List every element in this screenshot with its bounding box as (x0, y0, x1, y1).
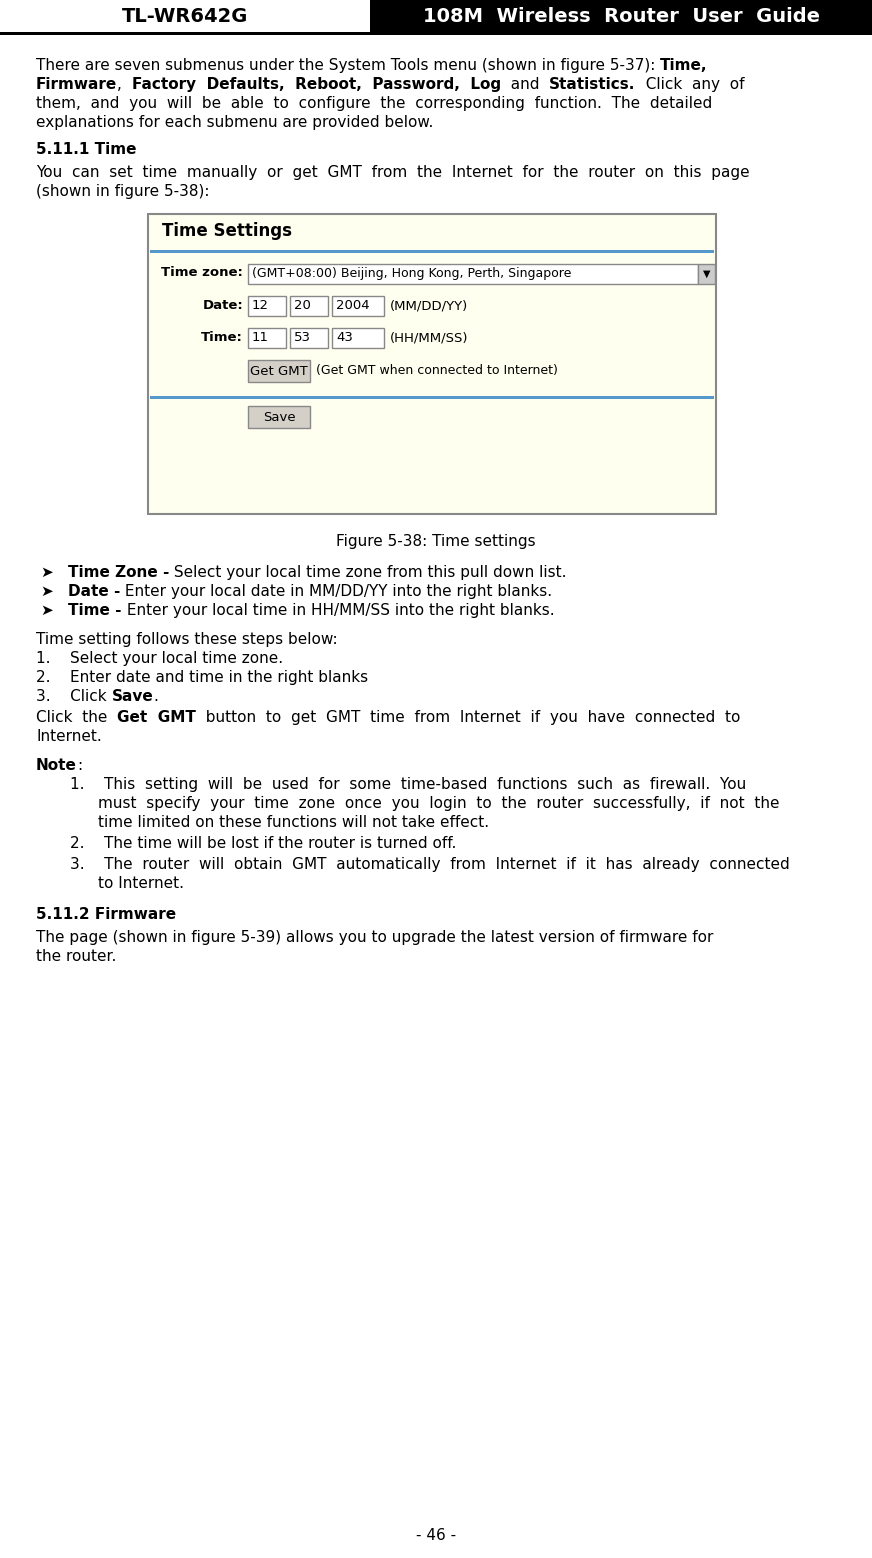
Text: There are seven submenus under the System Tools menu (shown in figure 5-37):: There are seven submenus under the Syste… (36, 58, 660, 73)
Text: (Get GMT when connected to Internet): (Get GMT when connected to Internet) (316, 365, 558, 377)
Text: The page (shown in figure 5-39) allows you to upgrade the latest version of firm: The page (shown in figure 5-39) allows y… (36, 930, 713, 946)
Bar (290, 296, 328, 316)
Text: (HH/MM/SS): (HH/MM/SS) (390, 330, 468, 344)
Text: 5.11.1 Time: 5.11.1 Time (36, 142, 137, 157)
Text: You  can  set  time  manually  or  get  GMT  from  the  Internet  for  the  rout: You can set time manually or get GMT fro… (36, 165, 750, 181)
Text: ➤: ➤ (40, 566, 52, 580)
Text: to Internet.: to Internet. (98, 876, 184, 891)
Text: 53: 53 (294, 330, 311, 344)
Bar (248, 329, 286, 347)
Text: Click  the: Click the (36, 710, 117, 724)
Bar (332, 296, 384, 316)
Bar (148, 213, 716, 514)
Text: (GMT+08:00) Beijing, Hong Kong, Perth, Singapore: (GMT+08:00) Beijing, Hong Kong, Perth, S… (252, 266, 571, 280)
Text: 3.    The  router  will  obtain  GMT  automatically  from  Internet  if  it  has: 3. The router will obtain GMT automatica… (70, 857, 790, 872)
Text: Factory  Defaults,  Reboot,  Password,  Log: Factory Defaults, Reboot, Password, Log (132, 76, 501, 92)
Text: must  specify  your  time  zone  once  you  login  to  the  router  successfully: must specify your time zone once you log… (98, 796, 780, 812)
Text: 108M  Wireless  Router  User  Guide: 108M Wireless Router User Guide (423, 6, 820, 25)
Text: 5.11.2 Firmware: 5.11.2 Firmware (36, 907, 176, 922)
Bar (0, 0, 872, 33)
Text: 2004: 2004 (336, 299, 370, 312)
Bar (248, 360, 310, 382)
Text: Select your local time zone from this pull down list.: Select your local time zone from this pu… (169, 566, 567, 580)
Text: 20: 20 (294, 299, 311, 312)
Text: Internet.: Internet. (36, 729, 102, 745)
Bar (150, 249, 714, 252)
Text: 12: 12 (252, 299, 269, 312)
Text: explanations for each submenu are provided below.: explanations for each submenu are provid… (36, 115, 433, 129)
Text: 2.    The time will be lost if the router is turned off.: 2. The time will be lost if the router i… (70, 837, 456, 851)
Text: :: : (77, 759, 82, 773)
Text: Time,: Time, (660, 58, 708, 73)
Text: button  to  get  GMT  time  from  Internet  if  you  have  connected  to: button to get GMT time from Internet if … (196, 710, 740, 724)
Text: Save: Save (262, 410, 296, 424)
Text: 1.    Select your local time zone.: 1. Select your local time zone. (36, 651, 283, 665)
Text: ➤: ➤ (40, 603, 52, 619)
Text: ▼: ▼ (703, 270, 711, 279)
Text: Date -: Date - (68, 584, 120, 598)
Text: and: and (501, 76, 549, 92)
Text: 1.    This  setting  will  be  used  for  some  time-based  functions  such  as : 1. This setting will be used for some ti… (70, 777, 746, 791)
Bar (150, 396, 714, 399)
Text: Time setting follows these steps below:: Time setting follows these steps below: (36, 633, 337, 647)
Text: Click  any  of: Click any of (636, 76, 744, 92)
Text: ,: , (117, 76, 132, 92)
Bar (332, 329, 384, 347)
Text: the router.: the router. (36, 949, 116, 964)
Text: (MM/DD/YY): (MM/DD/YY) (390, 299, 468, 312)
Text: Statistics.: Statistics. (549, 76, 636, 92)
Bar (0, 33, 872, 34)
Text: ➤: ➤ (40, 584, 52, 598)
Bar (290, 329, 328, 347)
Text: Time:: Time: (201, 330, 243, 344)
Bar (698, 263, 715, 284)
Text: Time zone:: Time zone: (161, 266, 243, 279)
Bar (248, 263, 698, 284)
Text: 11: 11 (252, 330, 269, 344)
Text: Enter your local time in HH/MM/SS into the right blanks.: Enter your local time in HH/MM/SS into t… (121, 603, 554, 619)
Text: TL-WR642G: TL-WR642G (122, 6, 249, 25)
Text: 3.    Click: 3. Click (36, 689, 112, 704)
Bar (0, 0, 370, 33)
Text: Time Zone -: Time Zone - (68, 566, 169, 580)
Text: them,  and  you  will  be  able  to  configure  the  corresponding  function.  T: them, and you will be able to configure … (36, 97, 712, 111)
Text: Firmware: Firmware (36, 76, 117, 92)
Text: Save: Save (112, 689, 153, 704)
Text: Figure 5-38: Time settings: Figure 5-38: Time settings (337, 534, 535, 548)
Text: Note: Note (36, 759, 77, 773)
Text: Date:: Date: (202, 299, 243, 312)
Text: Get GMT: Get GMT (250, 365, 308, 377)
Bar (248, 407, 310, 428)
Text: .: . (153, 689, 158, 704)
Text: time limited on these functions will not take effect.: time limited on these functions will not… (98, 815, 489, 830)
Text: Enter your local date in MM/DD/YY into the right blanks.: Enter your local date in MM/DD/YY into t… (120, 584, 553, 598)
Text: Get  GMT: Get GMT (117, 710, 196, 724)
Text: Time Settings: Time Settings (162, 221, 292, 240)
Bar (248, 296, 286, 316)
Text: 2.    Enter date and time in the right blanks: 2. Enter date and time in the right blan… (36, 670, 368, 686)
Text: Time -: Time - (68, 603, 121, 619)
Text: - 46 -: - 46 - (416, 1528, 456, 1542)
Text: 43: 43 (336, 330, 353, 344)
Text: (shown in figure 5-38):: (shown in figure 5-38): (36, 184, 209, 199)
